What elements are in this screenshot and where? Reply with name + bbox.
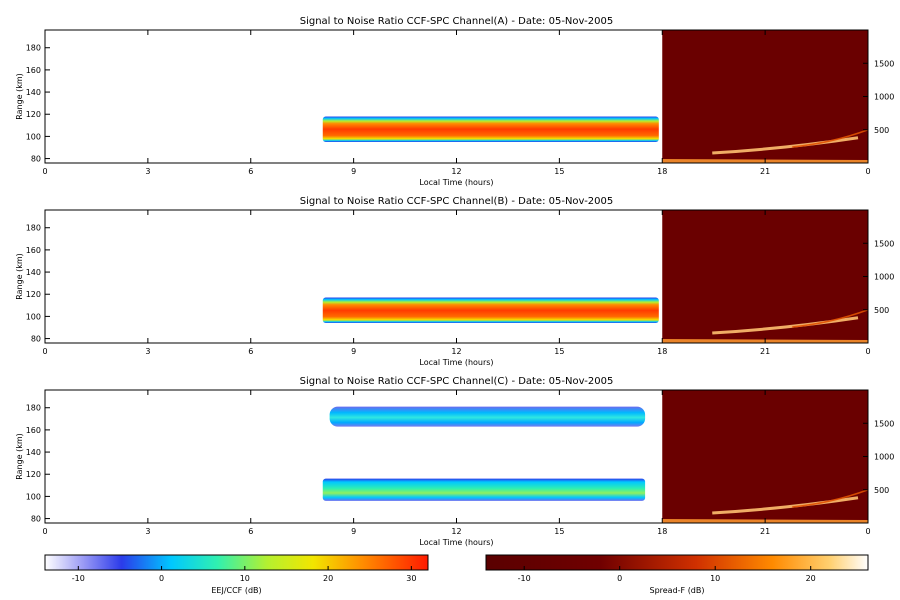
colorbar-label: Spread-F (dB) (649, 586, 704, 595)
y-tick-label: 140 (26, 268, 41, 277)
y2-tick-label: 1500 (874, 419, 894, 428)
y-tick-label: 80 (31, 335, 41, 344)
x-tick-label: 3 (145, 347, 150, 356)
x-tick-label: 15 (554, 167, 564, 176)
colorbar-tick-label: -10 (72, 574, 85, 583)
y-tick-label: 180 (26, 224, 41, 233)
y-tick-label: 100 (26, 132, 41, 141)
x-axis-label: Local Time (hours) (419, 538, 493, 547)
y-axis-label: Range (km) (15, 433, 24, 480)
y-tick-label: 140 (26, 88, 41, 97)
x-tick-label: 0 (42, 167, 47, 176)
x-tick-label: 12 (451, 527, 461, 536)
y-tick-label: 100 (26, 312, 41, 321)
y-tick-label: 120 (26, 470, 41, 479)
panel-title: Signal to Noise Ratio CCF-SPC Channel(C)… (300, 376, 614, 387)
spreadf-background (662, 390, 868, 523)
y-tick-label: 80 (31, 155, 41, 164)
colorbar-gradient (44, 554, 429, 571)
upper-echo-band (329, 406, 646, 427)
colorbar-tick-label: 10 (240, 574, 250, 583)
y2-tick-label: 1500 (874, 239, 894, 248)
panel-2: Signal to Noise Ratio CCF-SPC Channel(C)… (15, 376, 894, 547)
panel-1: Signal to Noise Ratio CCF-SPC Channel(B)… (15, 196, 894, 367)
y-tick-label: 80 (31, 515, 41, 524)
x-tick-label: 0 (865, 347, 870, 356)
colorbar-tick-label: 0 (159, 574, 164, 583)
x-tick-label: 6 (248, 347, 253, 356)
y-tick-label: 180 (26, 44, 41, 53)
colorbar-gradient (485, 554, 869, 571)
x-axis-label: Local Time (hours) (419, 358, 493, 367)
x-tick-label: 3 (145, 527, 150, 536)
colorbar-tick-label: 30 (406, 574, 416, 583)
panel-0: Signal to Noise Ratio CCF-SPC Channel(A)… (15, 16, 894, 187)
echo-band (322, 297, 659, 324)
y-tick-label: 100 (26, 492, 41, 501)
y-axis-label: Range (km) (15, 253, 24, 300)
spreadf-plume (712, 136, 859, 155)
x-tick-label: 15 (554, 347, 564, 356)
x-axis-label: Local Time (hours) (419, 178, 493, 187)
x-tick-label: 12 (451, 347, 461, 356)
spreadf-background (662, 30, 868, 163)
x-tick-label: 21 (760, 347, 770, 356)
x-tick-label: 21 (760, 167, 770, 176)
y2-tick-label: 1000 (874, 453, 894, 462)
x-tick-label: 0 (865, 527, 870, 536)
colorbar-label: EEJ/CCF (dB) (211, 586, 261, 595)
x-tick-label: 18 (657, 347, 667, 356)
y2-tick-label: 500 (874, 306, 889, 315)
x-tick-label: 18 (657, 167, 667, 176)
spreadf-plume (712, 496, 859, 515)
spreadf-streak (792, 309, 869, 328)
spreadf-streak (792, 489, 869, 508)
y2-tick-label: 500 (874, 126, 889, 135)
x-tick-label: 6 (248, 527, 253, 536)
echo-band (322, 478, 646, 501)
colorbar-1: -10 0 10 20 Spread-F (dB) (485, 554, 869, 595)
x-tick-label: 0 (42, 347, 47, 356)
y-tick-label: 180 (26, 404, 41, 413)
spreadf-background (662, 210, 868, 343)
spreadf-plume (712, 316, 859, 335)
y-tick-label: 160 (26, 426, 41, 435)
echo-band (322, 116, 659, 142)
y-tick-label: 140 (26, 448, 41, 457)
x-tick-label: 12 (451, 167, 461, 176)
x-tick-label: 18 (657, 527, 667, 536)
y-tick-label: 120 (26, 290, 41, 299)
y-tick-label: 160 (26, 246, 41, 255)
x-tick-label: 21 (760, 527, 770, 536)
y2-tick-label: 1000 (874, 93, 894, 102)
y2-tick-label: 1500 (874, 59, 894, 68)
colorbar-0: -10 0 10 20 30 EEJ/CCF (dB) (44, 554, 429, 595)
y-axis-label: Range (km) (15, 73, 24, 120)
x-tick-label: 15 (554, 527, 564, 536)
colorbar-tick-label: 20 (323, 574, 333, 583)
y-tick-label: 160 (26, 66, 41, 75)
panel-title: Signal to Noise Ratio CCF-SPC Channel(A)… (300, 16, 614, 27)
y-tick-label: 120 (26, 110, 41, 119)
spreadf-streak (792, 129, 869, 148)
panel-title: Signal to Noise Ratio CCF-SPC Channel(B)… (300, 196, 614, 207)
x-tick-label: 0 (865, 167, 870, 176)
y2-tick-label: 1000 (874, 273, 894, 282)
colorbar-tick-label: 10 (710, 574, 720, 583)
x-tick-label: 9 (351, 347, 356, 356)
colorbar-tick-label: 20 (806, 574, 816, 583)
x-tick-label: 0 (42, 527, 47, 536)
x-tick-label: 9 (351, 527, 356, 536)
x-tick-label: 3 (145, 167, 150, 176)
colorbar-tick-label: 0 (617, 574, 622, 583)
colorbar-tick-label: -10 (518, 574, 531, 583)
x-tick-label: 6 (248, 167, 253, 176)
x-tick-label: 9 (351, 167, 356, 176)
y2-tick-label: 500 (874, 486, 889, 495)
